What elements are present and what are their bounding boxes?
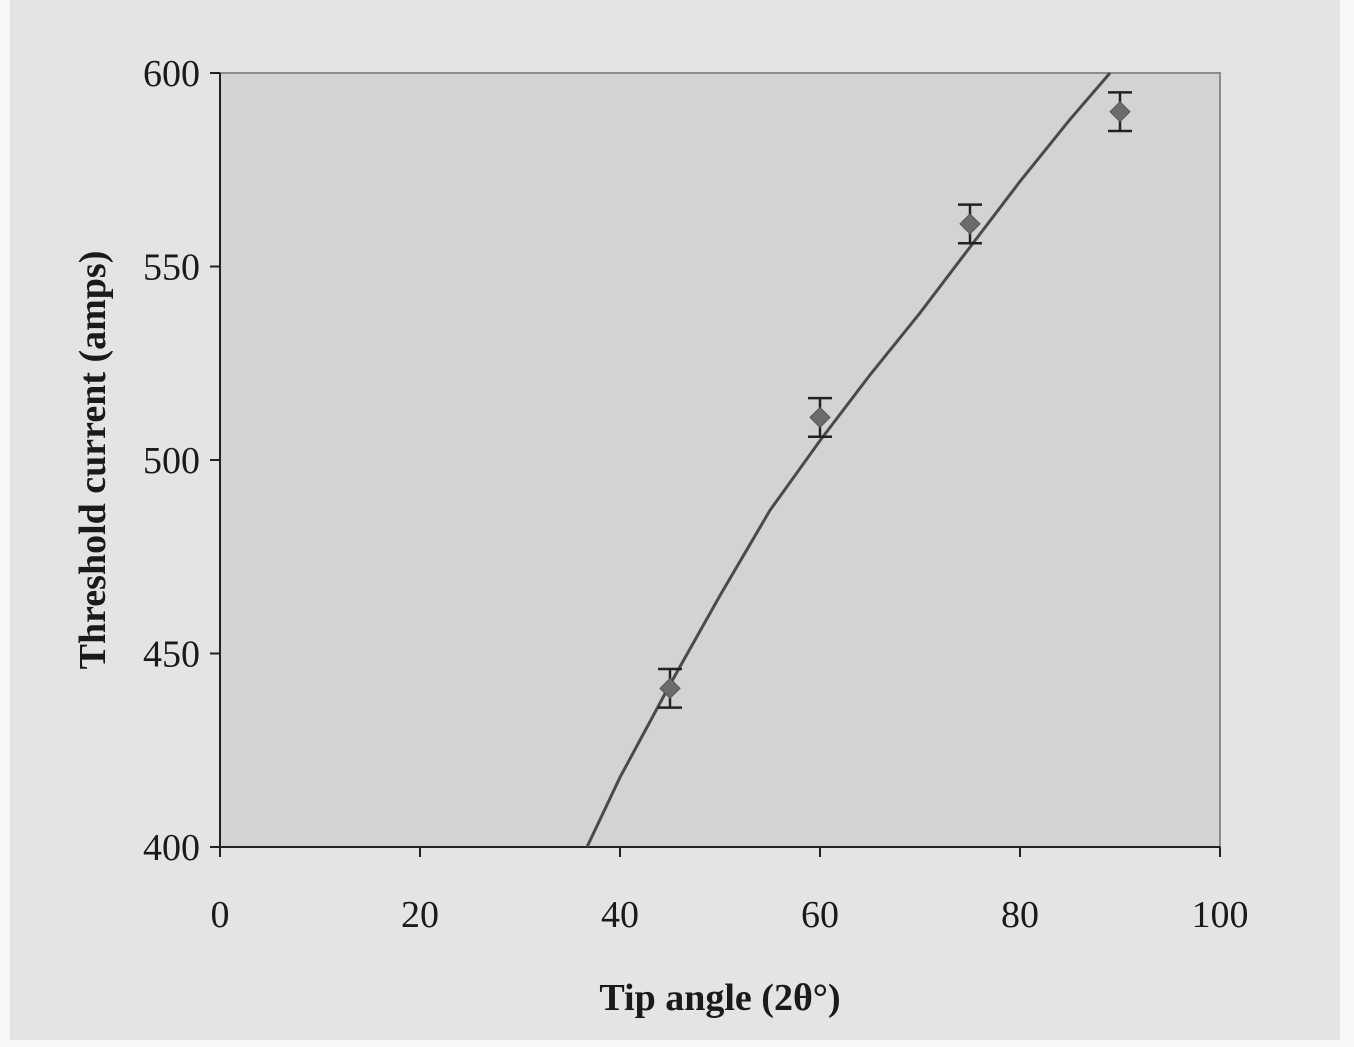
x-tick-label: 100 (1192, 894, 1249, 936)
chart-svg: 0 20 40 60 80 100 400 450 500 550 600 Tip angle (2… (72, 53, 1249, 1019)
y-axis-title: Threshold current (amps) (72, 251, 114, 670)
y-tick-label: 450 (143, 634, 200, 676)
y-tick-label: 550 (143, 247, 200, 289)
plot-area (219, 72, 1221, 848)
series-layer (585, 72, 1132, 848)
x-axis-title: Tip angle (2θ°) (599, 977, 840, 1019)
x-tick-label: 60 (801, 894, 839, 936)
chart-figure: 0 20 40 60 80 100 400 450 500 550 600 Tip angle (2… (10, 0, 1340, 1040)
data-point (809, 406, 831, 429)
x-tick-label: 80 (1001, 894, 1039, 936)
y-tick-label: 500 (143, 440, 200, 482)
y-tick-label: 600 (143, 53, 200, 95)
ticks-layer: 0 20 40 60 80 100 400 450 500 550 600 (143, 53, 1249, 936)
x-tick-label: 0 (211, 894, 230, 936)
data-point (659, 677, 681, 700)
x-tick-label: 20 (401, 894, 439, 936)
y-tick-label: 400 (143, 827, 200, 869)
fit-curve (585, 72, 1112, 848)
data-point (959, 213, 981, 235)
data-point (1109, 100, 1131, 123)
x-tick-label: 40 (601, 894, 639, 936)
